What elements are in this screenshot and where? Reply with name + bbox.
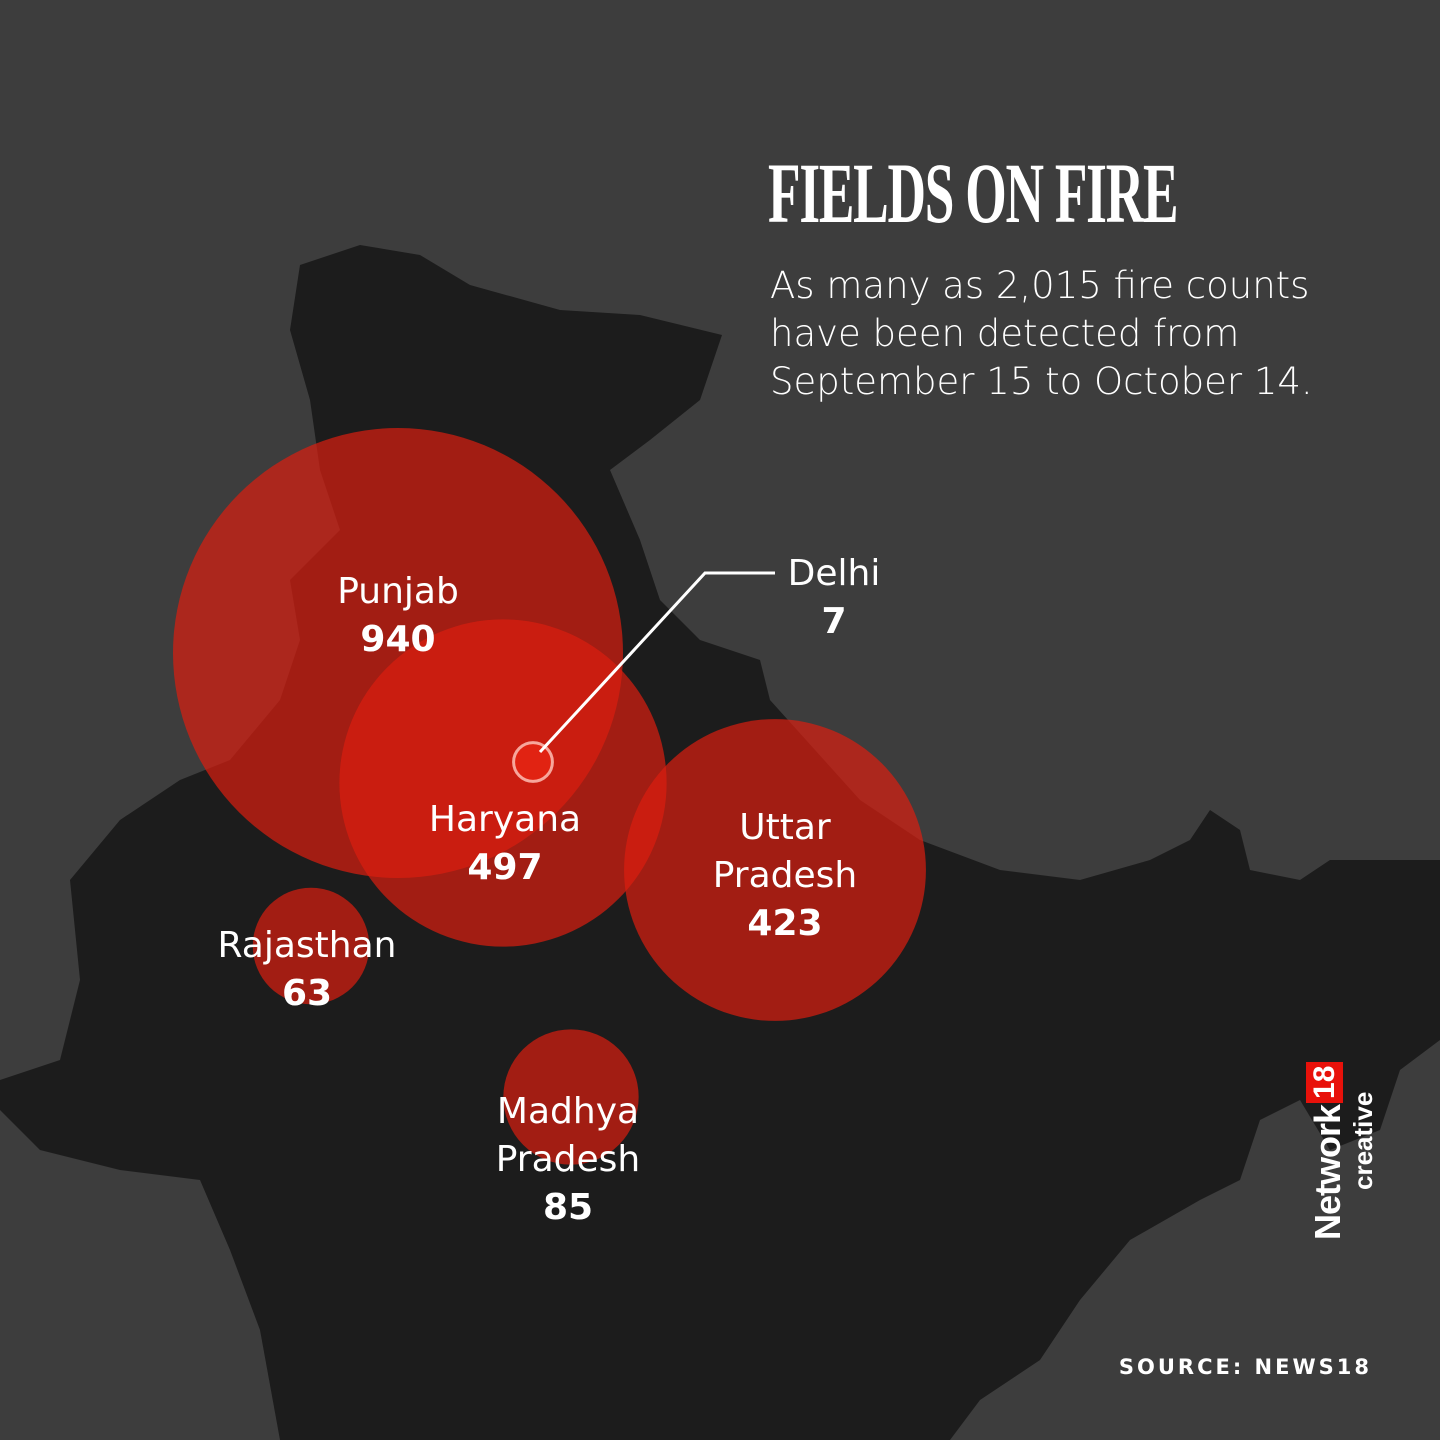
- state-value: 497: [467, 847, 543, 888]
- logo-brand: Network: [1307, 1104, 1348, 1240]
- state-value: 63: [281, 973, 333, 1014]
- headline: FIELDS ON FIRE: [768, 145, 1179, 241]
- label-delhi: Delhi 7: [788, 550, 881, 646]
- state-name: Uttar Pradesh: [712, 807, 858, 896]
- label-uttar-pradesh: Uttar Pradesh 423: [695, 804, 875, 948]
- state-value: 85: [542, 1187, 594, 1228]
- network18-creative-logo: Network18 creative: [1306, 1061, 1378, 1240]
- bubble-delhi: [512, 741, 554, 783]
- state-name: Punjab: [337, 571, 459, 612]
- logo-sub: creative: [1348, 1091, 1378, 1190]
- state-name: Haryana: [428, 799, 582, 840]
- state-name: Delhi: [787, 553, 881, 594]
- state-value: 423: [747, 903, 823, 944]
- state-value: 940: [360, 619, 436, 660]
- delhi-leader-line: [538, 571, 775, 754]
- label-haryana: Haryana 497: [429, 796, 581, 892]
- subtitle: As many as 2,015 fire counts have been d…: [770, 264, 1313, 403]
- bubble-madhya-pradesh: [503, 1029, 639, 1165]
- label-madhya-pradesh: Madhya Pradesh 85: [478, 1088, 658, 1232]
- logo-number: 18: [1306, 1061, 1343, 1103]
- state-value: 7: [821, 601, 847, 642]
- bubble-uttar-pradesh: [624, 719, 926, 1021]
- source-credit: SOURCE: NEWS18: [1118, 1355, 1372, 1379]
- label-rajasthan: Rajasthan 63: [218, 922, 397, 1018]
- bubble-rajasthan: [252, 887, 370, 1005]
- state-name: Rajasthan: [217, 925, 397, 966]
- label-punjab: Punjab 940: [337, 568, 459, 664]
- state-name: Madhya Pradesh: [495, 1091, 641, 1180]
